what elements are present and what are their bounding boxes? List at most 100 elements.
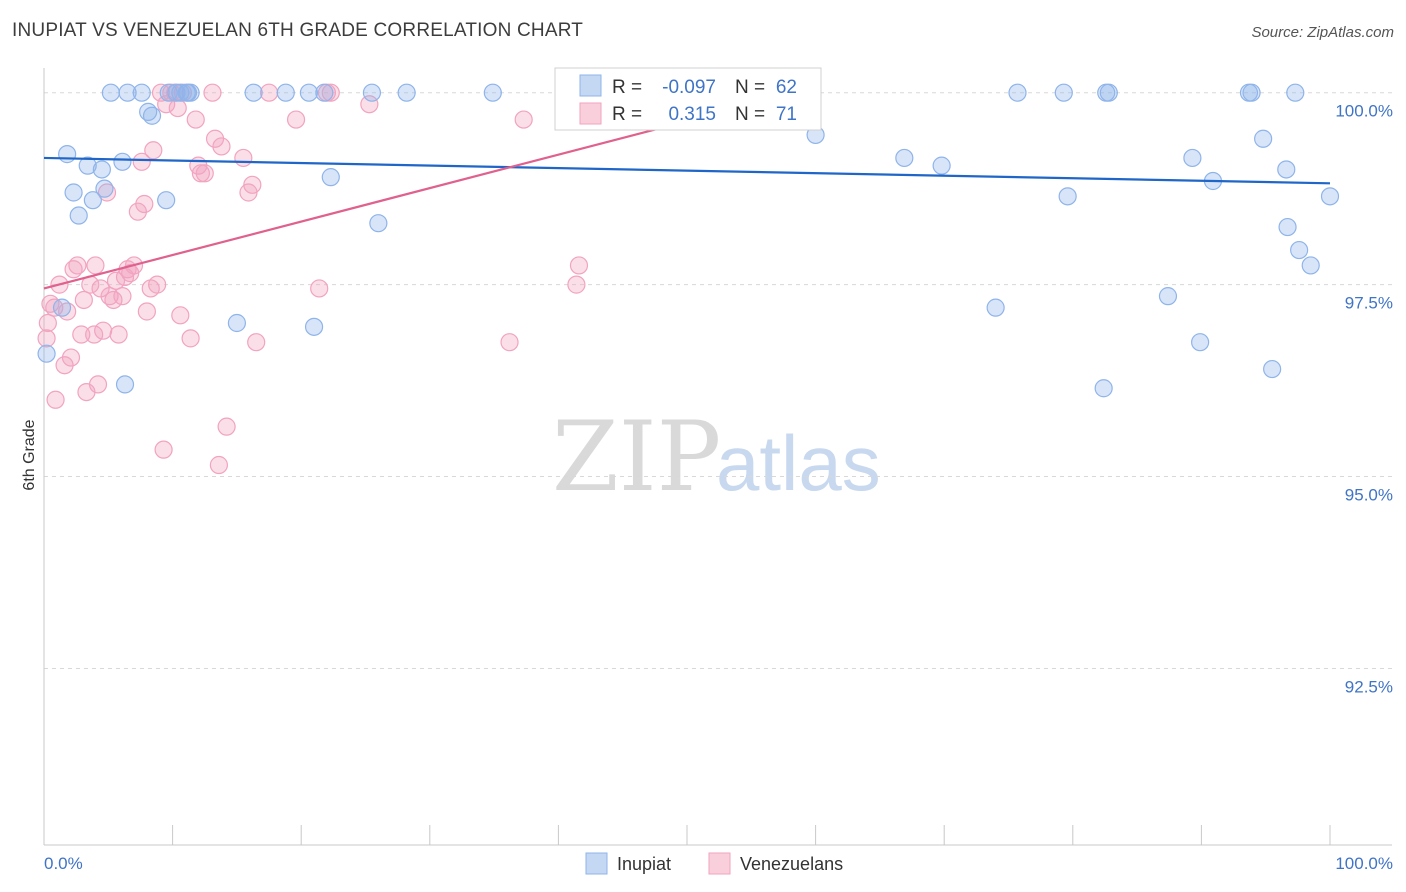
venezuelans-point (195, 164, 214, 183)
inupiat-point (932, 156, 951, 175)
venezuelans-point (212, 137, 231, 156)
y-tick-label: 100.0% (1335, 102, 1393, 121)
watermark-zip: ZIP (552, 401, 721, 513)
inupiat-point (1263, 359, 1282, 379)
legend-swatch-inupiat (579, 74, 602, 97)
inupiat-point (276, 83, 295, 102)
inupiat-point (362, 83, 382, 102)
venezuelans-point (113, 287, 132, 306)
inupiat-point (304, 317, 324, 336)
inupiat-point (69, 206, 88, 225)
venezuelans-point (234, 148, 253, 168)
inupiat-point (171, 83, 190, 102)
inupiat-point (113, 152, 132, 171)
series-swatch-venezuelans (708, 852, 731, 875)
venezuelans-point (85, 325, 104, 344)
inupiat-point (1286, 83, 1305, 102)
y-tick-label: 95.0% (1345, 486, 1393, 505)
inupiat-point (58, 145, 77, 164)
inupiat-points (37, 83, 1340, 398)
venezuelans-point (74, 290, 93, 310)
venezuelans-point (191, 164, 210, 183)
chart-title: INUPIAT VS VENEZUELAN 6TH GRADE CORRELAT… (12, 20, 584, 41)
inupiat-point (64, 183, 83, 202)
y-tick-label: 92.5% (1345, 677, 1393, 696)
inupiat-point (52, 298, 72, 317)
legend-n-label: N = (735, 104, 765, 125)
inupiat-point (132, 83, 151, 102)
inupiat-point (1094, 379, 1113, 398)
y-axis-label: 6th Grade (21, 419, 38, 490)
inupiat-point (227, 313, 246, 333)
venezuelans-point (321, 83, 340, 102)
venezuelans-point (86, 256, 105, 275)
venezuelans-point (72, 325, 91, 344)
inupiat-point (1008, 83, 1027, 102)
legend-n-value: 71 (776, 104, 797, 125)
correlation-legend: R = -0.097 N = 62 R = 0.315 N = 71 (554, 67, 822, 131)
inupiat-point (157, 191, 176, 210)
inupiat-point (177, 83, 196, 102)
inupiat-point (895, 148, 914, 168)
inupiat-point (1301, 256, 1320, 275)
x-tick-label: 0.0% (44, 854, 83, 873)
source-label: Source: ZipAtlas.com (1251, 24, 1394, 41)
legend-swatch-venezuelans (579, 102, 602, 125)
venezuelans-point (514, 110, 533, 129)
inupiat-point (321, 168, 340, 187)
inupiat-point (397, 83, 416, 102)
inupiat-point (181, 83, 200, 102)
inupiat-point (1254, 129, 1273, 148)
inupiat-point (1242, 83, 1261, 102)
venezuelans-point (68, 256, 87, 275)
series-label-venezuelans: Venezuelans (740, 854, 843, 874)
venezuelans-point (310, 279, 329, 298)
inupiat-point (1278, 217, 1297, 237)
venezuelans-point (247, 333, 266, 352)
venezuelans-point (137, 302, 156, 321)
series-swatch-inupiat (585, 852, 608, 875)
series-legend: Inupiat Venezuelans (585, 852, 843, 875)
venezuelans-point (94, 321, 113, 340)
inupiat-point (1054, 83, 1073, 102)
venezuelans-point (567, 275, 586, 294)
venezuelans-point (109, 325, 128, 344)
venezuelans-point (151, 83, 171, 102)
venezuelans-point (38, 313, 57, 333)
inupiat-point (78, 156, 97, 175)
inupiat-point (95, 179, 114, 198)
venezuelans-point (286, 110, 306, 129)
venezuelans-point (181, 329, 200, 348)
legend-r-value: 0.315 (668, 104, 716, 125)
venezuelans-point (186, 110, 205, 129)
y-tick-label: 97.5% (1345, 294, 1393, 313)
inupiat-point (315, 83, 334, 102)
watermark-atlas: atlas (716, 419, 881, 507)
venezuelans-point (360, 95, 379, 114)
inupiat-point (83, 191, 102, 210)
inupiat-point (1158, 287, 1178, 306)
legend-r-value: -0.097 (662, 77, 716, 98)
series-label-inupiat: Inupiat (617, 854, 671, 874)
venezuelans-point (569, 256, 589, 275)
legend-n-label: N = (735, 77, 765, 98)
legend-r-label: R = (612, 77, 642, 98)
axes (43, 68, 1392, 846)
venezuelans-point (500, 333, 519, 352)
venezuelans-point (135, 194, 154, 214)
inupiat-point (101, 83, 120, 102)
venezuelans-point (217, 417, 236, 436)
venezuelans-trend-line (43, 118, 694, 290)
venezuelans-point (148, 275, 167, 294)
inupiat-point (37, 344, 56, 363)
venezuelans-point (104, 290, 123, 310)
venezuelans-point (171, 306, 190, 325)
venezuelans-point (209, 455, 228, 475)
venezuelans-point (203, 83, 222, 102)
inupiat-point (299, 83, 319, 102)
inupiat-point (1183, 148, 1202, 168)
watermark: ZIP atlas (552, 401, 881, 513)
venezuelans-point (46, 390, 65, 409)
inupiat-point (1290, 240, 1309, 260)
